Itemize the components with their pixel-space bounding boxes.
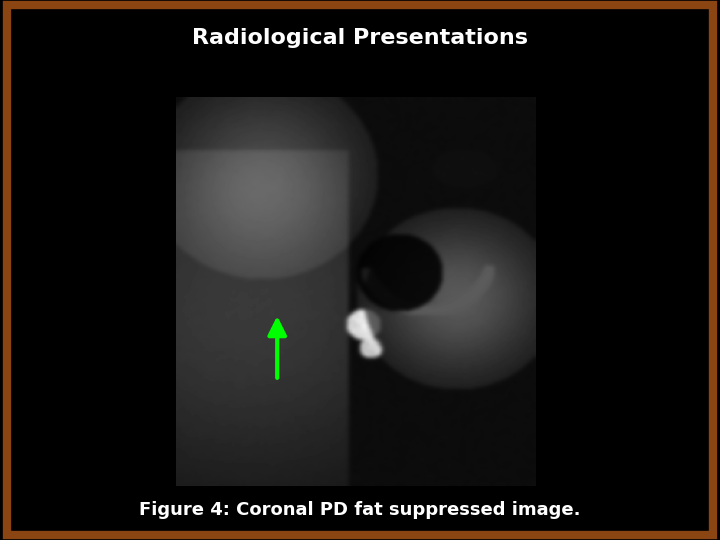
Text: Figure 4: Coronal PD fat suppressed image.: Figure 4: Coronal PD fat suppressed imag… — [139, 501, 581, 519]
Text: Radiological Presentations: Radiological Presentations — [192, 28, 528, 48]
